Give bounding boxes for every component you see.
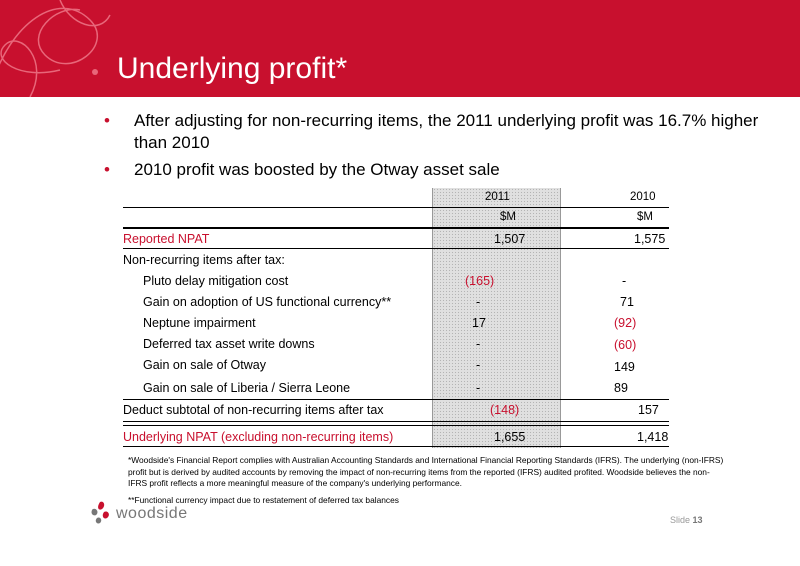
row-label: Non-recurring items after tax: — [123, 253, 285, 267]
bullet-list: • After adjusting for non-recurring item… — [104, 110, 784, 186]
value-2010: (60) — [614, 338, 637, 352]
value-2011: - — [476, 295, 481, 309]
decorative-swirl-graphic — [0, 0, 111, 97]
header-rule — [123, 207, 669, 208]
row-rule — [123, 399, 669, 400]
value-2011: - — [476, 337, 481, 351]
bullet-text: 2010 profit was boosted by the Otway ass… — [134, 160, 500, 179]
value-2011: (165) — [465, 274, 495, 288]
bullet-icon: • — [104, 160, 110, 179]
value-2010: 149 — [614, 360, 635, 374]
row-label: Deferred tax asset write downs — [143, 337, 315, 351]
slide-number-value: 13 — [692, 515, 703, 525]
value-2010: 1,575 — [634, 232, 666, 246]
bullet-icon: • — [104, 111, 110, 130]
value-2010: - — [622, 274, 627, 288]
table-bottom-rule — [123, 446, 669, 447]
row-label: Reported NPAT — [123, 232, 210, 246]
value-2010: 71 — [620, 295, 634, 309]
value-2010: 1,418 — [637, 430, 669, 444]
row-rule — [123, 248, 669, 249]
row-label: Pluto delay mitigation cost — [143, 274, 289, 288]
value-2011: 17 — [472, 316, 486, 330]
woodside-logo-text: woodside — [116, 505, 188, 522]
row-rule — [123, 425, 669, 426]
page-title: Underlying profit* — [117, 52, 348, 85]
title-banner — [0, 0, 800, 97]
footnote-ifrs: *Woodside's Financial Report complies wi… — [128, 455, 724, 488]
slide-label: Slide — [670, 515, 691, 525]
slide-number: Slide 13 — [670, 515, 703, 525]
row-label: Gain on sale of Liberia / Sierra Leone — [143, 381, 351, 395]
bullet-item: • After adjusting for non-recurring item… — [104, 110, 784, 154]
row-label: Neptune impairment — [143, 316, 256, 330]
row-label: Deduct subtotal of non-recurring items a… — [123, 403, 384, 417]
row-label: Gain on sale of Otway — [143, 358, 266, 372]
bullet-item: • 2010 profit was boosted by the Otway a… — [104, 159, 784, 181]
bullet-text: After adjusting for non-recurring items,… — [134, 111, 759, 152]
header-bottom-rule — [123, 227, 669, 229]
row-rule — [123, 421, 669, 422]
value-2011: - — [476, 358, 481, 372]
row-label: Gain on adoption of US functional curren… — [143, 295, 392, 309]
value-2010: 89 — [614, 381, 628, 395]
row-label: Underlying NPAT (excluding non-recurring… — [123, 430, 394, 444]
value-2010: (92) — [614, 316, 637, 330]
header-year-2010: 2010 — [630, 191, 656, 203]
value-2011: 1,655 — [494, 430, 526, 444]
woodside-logo-icon — [91, 501, 109, 524]
value-2010: 157 — [638, 403, 659, 417]
value-2011: - — [476, 381, 481, 395]
value-2011: 1,507 — [494, 232, 526, 246]
header-year-2011: 2011 — [485, 191, 510, 203]
header-unit-2011: $M — [500, 211, 516, 223]
footnote-currency: **Functional currency impact due to rest… — [128, 495, 399, 505]
highlight-column-2011 — [432, 188, 561, 448]
header-unit-2010: $M — [637, 211, 653, 223]
value-2011: (148) — [490, 403, 520, 417]
